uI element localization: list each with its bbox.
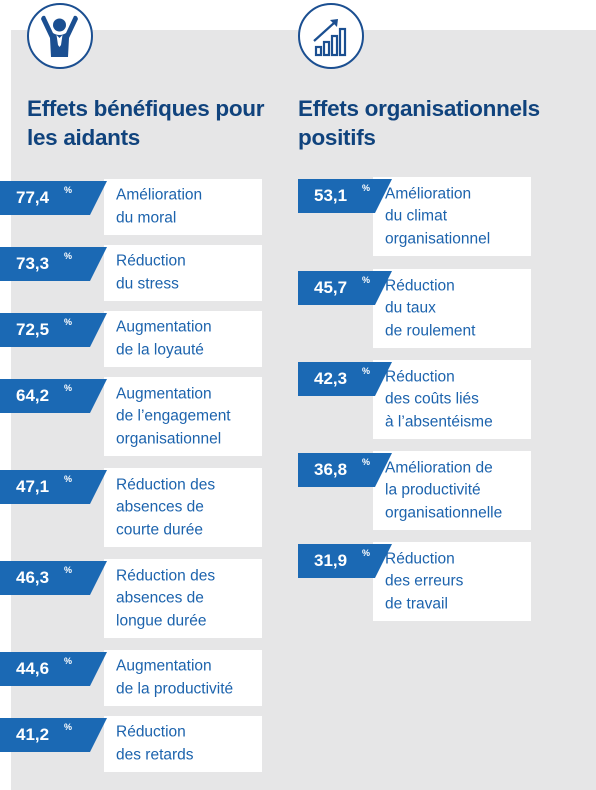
left-value-label: 46,3 [16,568,50,587]
left-value-tag: 41,2% [0,718,107,752]
left-bar-card: Réduction des retards [104,716,262,772]
left-bar-label: Augmentation de la productivité [116,657,234,698]
left-column-title: Effets bénéfiques pour les aidants [27,96,265,150]
left-value-label: 47,1 [16,477,50,496]
left-value-tag: 72,5% [0,313,107,347]
left-bar-card: Augmentation de la loyauté [104,311,262,367]
right-bar-card: Amélioration de la productivité organisa… [373,451,531,530]
right-percent-sign: % [362,183,371,193]
right-percent-sign: % [362,366,371,376]
left-bar-label: Amélioration du moral [116,186,203,227]
right-bar-card: Réduction des coûts liés à l’absentéisme [373,360,531,439]
right-bar-label: Amélioration du climat organisationnel [385,184,491,247]
left-bar-card: Réduction des absences de longue durée [104,559,262,638]
left-percent-sign: % [64,474,73,484]
left-value-tag: 64,2% [0,379,107,413]
right-percent-sign: % [362,275,371,285]
left-percent-sign: % [64,317,73,327]
left-value-tag: 73,3% [0,247,107,281]
left-bar-card: Amélioration du moral [104,179,262,235]
left-value-label: 77,4 [16,188,50,207]
left-value-label: 44,6 [16,659,50,678]
right-value-tag: 31,9% [298,544,392,578]
right-bar-card: Réduction du taux de roulement [373,269,531,348]
right-value-label: 31,9 [314,551,348,570]
left-percent-sign: % [64,656,73,666]
left-value-label: 64,2 [16,386,50,405]
right-value-label: 36,8 [314,460,348,479]
left-value-label: 41,2 [16,725,50,744]
left-bar-card: Augmentation de la productivité [104,650,262,706]
right-bar-label: Réduction du taux de roulement [385,276,476,339]
left-value-label: 72,5 [16,320,50,339]
right-column-title: Effets organisationnels positifs [298,96,540,150]
left-bar-card: Réduction des absences de courte durée [104,468,262,547]
right-value-label: 53,1 [314,186,348,205]
left-bar-label: Réduction des retards [116,723,194,764]
left-value-tag: 77,4% [0,181,107,215]
left-percent-sign: % [64,251,73,261]
right-value-tag: 36,8% [298,453,392,487]
right-value-tag: 42,3% [298,362,392,396]
growth-chart-icon [298,3,364,69]
right-percent-sign: % [362,457,371,467]
left-percent-sign: % [64,383,73,393]
right-value-label: 42,3 [314,369,348,388]
left-bar-label: Réduction des absences de courte durée [116,475,216,538]
right-value-tag: 53,1% [298,179,392,213]
left-value-tag: 46,3% [0,561,107,595]
right-bar-label: Réduction des erreurs de travail [385,549,464,612]
left-value-tag: 44,6% [0,652,107,686]
left-bar-card: Augmentation de l’engagement organisatio… [104,377,262,456]
right-bar-card: Réduction des erreurs de travail [373,542,531,621]
right-bar-card: Amélioration du climat organisationnel [373,177,531,256]
left-bar-card: Réduction du stress [104,245,262,301]
person-cheering-icon [27,3,93,69]
right-value-label: 45,7 [314,278,348,297]
right-value-tag: 45,7% [298,271,392,305]
left-bar-label: Réduction du stress [116,252,186,293]
left-bar-label: Augmentation de la loyauté [116,318,212,359]
left-percent-sign: % [64,722,73,732]
right-percent-sign: % [362,548,371,558]
right-bar-label: Amélioration de la productivité organisa… [385,458,503,521]
left-value-tag: 47,1% [0,470,107,504]
left-bar-label: Réduction des absences de longue durée [116,566,216,629]
left-percent-sign: % [64,565,73,575]
left-percent-sign: % [64,185,73,195]
left-value-label: 73,3 [16,254,50,273]
left-bar-label: Augmentation de l’engagement organisatio… [116,384,231,447]
right-bar-label: Réduction des coûts liés à l’absentéisme [385,367,493,430]
